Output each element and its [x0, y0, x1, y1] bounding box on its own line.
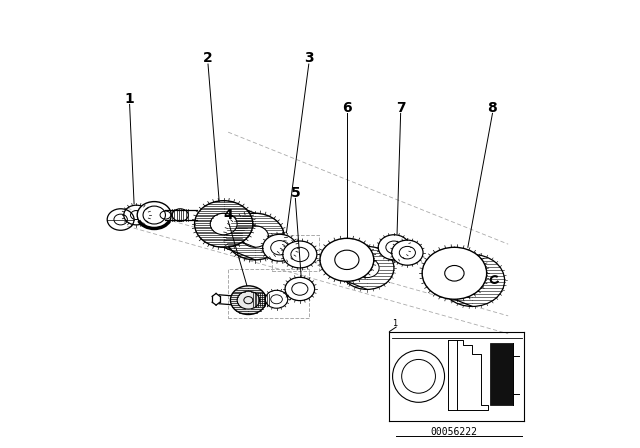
Text: 8: 8 — [488, 100, 497, 115]
Ellipse shape — [355, 258, 379, 278]
Ellipse shape — [378, 235, 410, 260]
Text: 00056222: 00056222 — [431, 426, 477, 436]
Ellipse shape — [172, 209, 188, 221]
Ellipse shape — [320, 238, 374, 281]
Bar — [490, 343, 513, 405]
Ellipse shape — [230, 286, 266, 314]
Text: 1: 1 — [125, 91, 134, 106]
Text: 3: 3 — [304, 51, 314, 65]
Text: 1: 1 — [392, 319, 397, 328]
Ellipse shape — [285, 277, 315, 301]
Bar — [228, 269, 309, 318]
Ellipse shape — [283, 241, 317, 268]
Ellipse shape — [210, 213, 237, 235]
Ellipse shape — [340, 246, 394, 289]
Text: 6: 6 — [342, 100, 352, 115]
Ellipse shape — [422, 247, 486, 299]
Bar — [271, 235, 319, 271]
Ellipse shape — [237, 291, 260, 309]
Text: 5: 5 — [291, 185, 300, 200]
Text: 2: 2 — [203, 51, 213, 65]
Text: 4: 4 — [223, 208, 233, 222]
Ellipse shape — [266, 290, 288, 308]
Ellipse shape — [262, 234, 297, 261]
Text: 7: 7 — [396, 100, 406, 115]
Ellipse shape — [195, 201, 253, 247]
Ellipse shape — [335, 250, 359, 270]
Ellipse shape — [226, 213, 284, 260]
Ellipse shape — [242, 226, 269, 247]
Ellipse shape — [137, 202, 172, 228]
Ellipse shape — [392, 240, 423, 265]
Ellipse shape — [440, 254, 504, 306]
